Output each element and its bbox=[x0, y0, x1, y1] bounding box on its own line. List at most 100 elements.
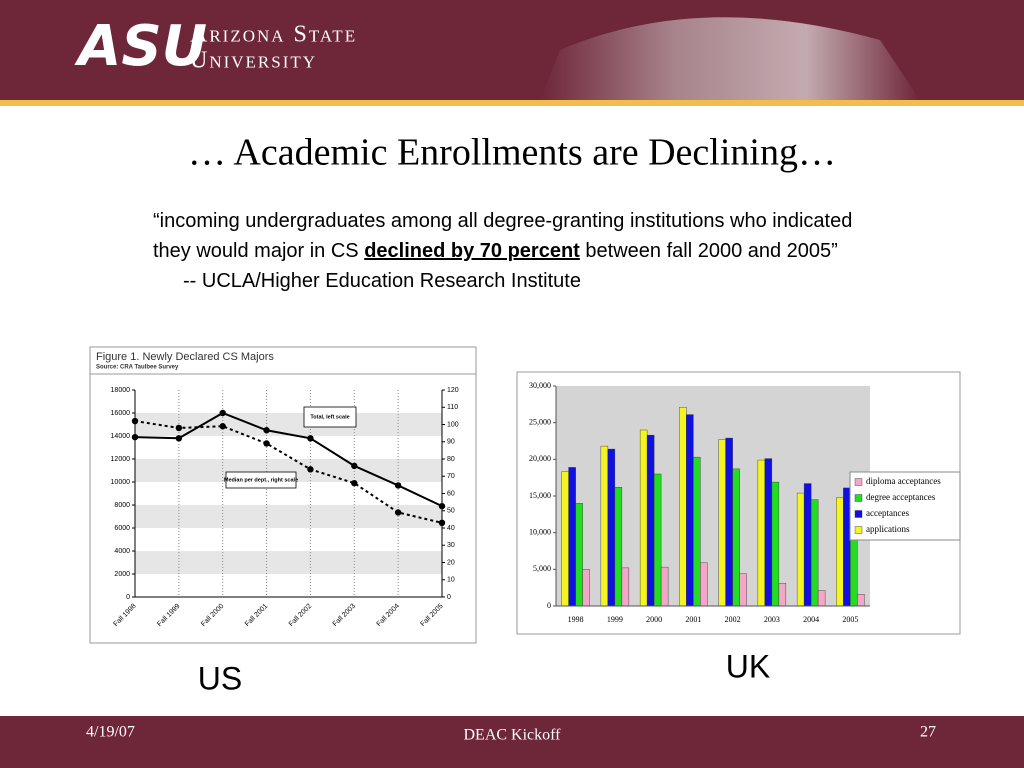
y-tick-label: 5,000 bbox=[533, 564, 551, 573]
point bbox=[438, 519, 446, 527]
y-tick-label: 30,000 bbox=[529, 381, 551, 390]
y2-tick-label: 120 bbox=[447, 387, 459, 394]
quote: “incoming undergraduates among all degre… bbox=[153, 206, 873, 296]
bar bbox=[621, 567, 630, 607]
page-number: 27 bbox=[920, 724, 936, 741]
legend-box bbox=[849, 471, 961, 541]
bar bbox=[561, 471, 569, 607]
point bbox=[175, 424, 183, 432]
bar bbox=[646, 434, 655, 607]
y2-tick-label: 0 bbox=[447, 594, 451, 601]
y-tick-label: 4000 bbox=[114, 548, 130, 555]
y2-tick-label: 60 bbox=[447, 490, 455, 497]
x-tick-label: 2004 bbox=[803, 615, 819, 624]
grid-band bbox=[135, 551, 442, 574]
bar bbox=[778, 583, 787, 607]
footer-title: DEAC Kickoff bbox=[463, 727, 561, 744]
bar bbox=[725, 437, 733, 607]
bar bbox=[757, 459, 766, 607]
legend-swatch bbox=[854, 478, 863, 486]
series-line bbox=[134, 411, 443, 508]
point bbox=[351, 479, 358, 487]
bar bbox=[817, 590, 826, 607]
bar bbox=[653, 473, 662, 607]
point bbox=[219, 423, 226, 430]
point bbox=[394, 482, 402, 489]
y2-tick-label: 30 bbox=[447, 542, 455, 549]
quote-attribution: -- UCLA/Higher Education Research Instit… bbox=[183, 270, 581, 292]
legend-swatch bbox=[854, 526, 863, 534]
bar bbox=[614, 487, 623, 607]
y-tick-label: 8000 bbox=[114, 502, 130, 509]
bar bbox=[693, 456, 701, 607]
legend-label: degree acceptances bbox=[866, 492, 936, 502]
y-tick-label: 16000 bbox=[111, 410, 131, 417]
bar bbox=[796, 492, 805, 607]
x-tick-label: 2000 bbox=[646, 615, 662, 624]
point bbox=[307, 466, 314, 473]
point bbox=[351, 462, 358, 470]
y2-tick-label: 100 bbox=[447, 421, 459, 428]
bar bbox=[660, 566, 669, 607]
y2-tick-label: 50 bbox=[447, 508, 455, 515]
quote-emphasis: declined by 70 percent bbox=[364, 240, 580, 262]
bar bbox=[810, 499, 819, 607]
y-tick-label: 6000 bbox=[114, 525, 130, 532]
y2-tick-label: 40 bbox=[447, 525, 455, 532]
y-tick-label: 15,000 bbox=[529, 491, 551, 500]
x-tick-label: 1999 bbox=[607, 615, 623, 624]
x-tick-label: 2005 bbox=[842, 615, 858, 624]
point bbox=[263, 427, 270, 434]
y2-tick-label: 20 bbox=[447, 559, 455, 566]
bar bbox=[771, 481, 780, 607]
footer-band bbox=[0, 716, 1024, 768]
bar bbox=[857, 594, 865, 607]
logo: ASU bbox=[74, 14, 207, 79]
legend-label: acceptances bbox=[866, 508, 909, 518]
bar bbox=[850, 532, 858, 607]
bar bbox=[836, 497, 844, 607]
chart-label: US bbox=[198, 660, 242, 696]
chart-label: UK bbox=[726, 648, 770, 684]
y2-tick-label: 10 bbox=[447, 577, 455, 584]
legend-box bbox=[225, 471, 297, 489]
y-tick-label: 10,000 bbox=[529, 527, 551, 536]
y-tick-label: 20,000 bbox=[529, 454, 551, 463]
series-line bbox=[134, 420, 443, 524]
y-tick-label: 2000 bbox=[114, 571, 130, 578]
x-tick-label: 2003 bbox=[764, 615, 780, 624]
bar bbox=[843, 487, 851, 607]
university-name: Arizona State bbox=[190, 22, 357, 48]
grid-band bbox=[135, 413, 442, 436]
bar bbox=[607, 448, 616, 607]
legend-label: Median per dept., right scale bbox=[224, 477, 298, 483]
x-tick-label: 2002 bbox=[725, 615, 741, 624]
grid-band bbox=[135, 505, 442, 528]
legend-label: applications bbox=[866, 524, 910, 534]
point bbox=[219, 409, 226, 417]
y2-tick-label: 110 bbox=[447, 404, 458, 411]
quote-text: “incoming undergraduates among all degre… bbox=[153, 210, 853, 262]
legend-swatch bbox=[854, 494, 863, 502]
chart-title: Figure 1. Newly Declared CS Majors bbox=[96, 351, 274, 363]
legend-label: Total, left scale bbox=[310, 414, 349, 420]
bar bbox=[732, 468, 740, 607]
bar bbox=[639, 429, 648, 607]
header-building bbox=[540, 17, 920, 100]
header-stripe bbox=[0, 100, 1024, 106]
chart-frame bbox=[89, 346, 477, 644]
bar bbox=[568, 467, 576, 607]
y-tick-label: 12000 bbox=[111, 456, 131, 463]
bar bbox=[686, 414, 694, 607]
slide-title: … Academic Enrollments are Declining… bbox=[188, 132, 836, 174]
point bbox=[131, 417, 139, 425]
bar bbox=[600, 445, 609, 607]
x-tick-label: 1998 bbox=[568, 615, 584, 624]
bar bbox=[679, 407, 687, 607]
bar bbox=[700, 562, 708, 607]
footer-date: 4/19/07 bbox=[86, 724, 135, 741]
point bbox=[438, 502, 446, 510]
point bbox=[307, 435, 314, 442]
